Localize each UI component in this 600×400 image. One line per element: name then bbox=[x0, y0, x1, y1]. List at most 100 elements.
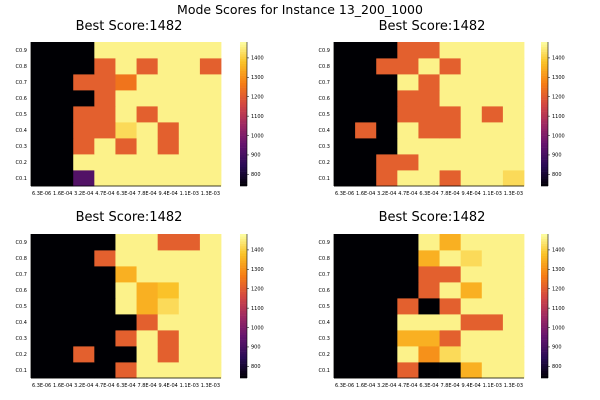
x-tick-label: 3.2E-04 bbox=[74, 383, 93, 389]
colorbar-segment bbox=[541, 250, 548, 254]
heatmap-cell bbox=[355, 154, 377, 171]
colorbar-segment bbox=[240, 68, 247, 72]
heatmap-cell bbox=[115, 90, 137, 107]
heatmap-cell bbox=[418, 266, 440, 283]
heatmap-cell bbox=[460, 234, 483, 251]
heatmap-panel-1: Best Score:1482 6.3E-06 1.6E-04 3.2E-04 4.7E… bbox=[16, 19, 264, 197]
heatmap-cell bbox=[376, 266, 398, 283]
colorbar-segment bbox=[240, 246, 247, 249]
heatmap-cell bbox=[115, 298, 137, 315]
colorbar-segment bbox=[541, 70, 548, 74]
colorbar-segment bbox=[541, 90, 548, 93]
heatmap-cell bbox=[376, 330, 398, 347]
heatmap-cell bbox=[157, 346, 180, 363]
heatmap-cell bbox=[376, 346, 398, 363]
colorbar-segment bbox=[541, 51, 548, 55]
colorbar-segment bbox=[240, 164, 247, 168]
heatmap-cell bbox=[178, 282, 201, 299]
x-tick-label: 6.3E-04 bbox=[116, 383, 135, 389]
heatmap-cell bbox=[460, 346, 483, 363]
colorbar-segment bbox=[240, 356, 247, 360]
colorbar-segment bbox=[240, 291, 247, 295]
heatmap-cell bbox=[502, 42, 525, 59]
colorbar-segment bbox=[240, 306, 247, 309]
colorbar-segment bbox=[541, 128, 548, 132]
colorbar-tick-label: 1100 bbox=[251, 306, 264, 312]
colorbar-segment bbox=[240, 370, 247, 374]
colorbar-segment bbox=[240, 138, 247, 141]
colorbar-tick-label: 1200 bbox=[552, 95, 565, 101]
colorbar-segment bbox=[240, 322, 247, 326]
heatmap-cell bbox=[376, 106, 398, 123]
colorbar-segment bbox=[240, 181, 247, 184]
colorbar-segment bbox=[541, 97, 548, 100]
heatmap-cell bbox=[199, 282, 222, 299]
heatmap-cell bbox=[31, 122, 53, 139]
colorbar-tick-label: 1100 bbox=[251, 114, 264, 120]
heatmap-cell bbox=[355, 314, 377, 331]
heatmap-cell bbox=[355, 74, 377, 91]
colorbar-segment bbox=[240, 171, 247, 175]
x-tick-label: 7.8E-04 bbox=[137, 383, 156, 389]
colorbar-segment bbox=[541, 301, 548, 304]
colorbar-segment bbox=[541, 291, 548, 295]
heatmap-cell bbox=[481, 58, 504, 75]
heatmap-cell bbox=[355, 58, 377, 75]
colorbar-segment bbox=[541, 109, 548, 112]
heatmap-cell bbox=[157, 266, 180, 283]
colorbar-segment bbox=[240, 140, 247, 144]
y-tick-label: C0.4 bbox=[319, 320, 330, 326]
colorbar-segment bbox=[541, 279, 548, 283]
colorbar-segment bbox=[240, 274, 247, 278]
heatmap-cell bbox=[376, 74, 398, 91]
colorbar-segment bbox=[240, 104, 247, 108]
heatmap-cell bbox=[481, 90, 504, 107]
colorbar-segment bbox=[541, 274, 548, 278]
heatmap-cell bbox=[418, 282, 440, 299]
heatmap-cell bbox=[115, 74, 137, 91]
colorbar-segment bbox=[541, 106, 548, 110]
colorbar-segment bbox=[541, 282, 548, 285]
heatmap-cell bbox=[136, 90, 159, 107]
heatmap-cell bbox=[115, 58, 137, 75]
colorbar-segment bbox=[541, 346, 548, 350]
heatmap-cell bbox=[73, 346, 95, 363]
colorbar-tick-label: 1300 bbox=[251, 267, 264, 273]
colorbar-segment bbox=[541, 286, 548, 290]
colorbar-segment bbox=[541, 159, 548, 163]
heatmap-panel-4: Best Score:1482 6.3E-06 1.6E-04 3.2E-04 4.7E… bbox=[319, 210, 565, 389]
y-tick-label: C0.2 bbox=[16, 160, 27, 166]
heatmap-cell bbox=[376, 250, 398, 267]
heatmap-cell bbox=[376, 138, 398, 155]
colorbar-tick-label: 900 bbox=[552, 153, 562, 159]
colorbar-tick-label: 1400 bbox=[552, 56, 565, 62]
heatmap-cell bbox=[397, 234, 419, 251]
heatmap-cell bbox=[178, 298, 201, 315]
heatmap-cell bbox=[178, 234, 201, 251]
heatmap-cell bbox=[481, 362, 504, 379]
heatmap-cell bbox=[136, 122, 159, 139]
heatmap-cell bbox=[115, 106, 137, 123]
x-tick-label: 6.3E-04 bbox=[116, 191, 135, 197]
heatmap-cell bbox=[136, 170, 159, 187]
heatmap-cell bbox=[94, 58, 116, 75]
heatmap-cell bbox=[199, 362, 222, 379]
heatmap-cell bbox=[376, 170, 398, 187]
colorbar-segment bbox=[541, 327, 548, 331]
colorbar-segment bbox=[541, 325, 548, 328]
heatmap-cell bbox=[73, 58, 95, 75]
colorbar-segment bbox=[240, 66, 247, 69]
x-tick-label: 1.6E-04 bbox=[356, 191, 375, 197]
colorbar-segment bbox=[541, 44, 548, 48]
colorbar-segment bbox=[541, 126, 548, 129]
figure-title: Mode Scores for Instance 13_200_1000 bbox=[177, 2, 423, 17]
colorbar-segment bbox=[541, 61, 548, 64]
heatmap-cell bbox=[115, 346, 137, 363]
colorbar-segment bbox=[541, 66, 548, 69]
heatmap-cell bbox=[52, 298, 74, 315]
heatmap-cell bbox=[199, 298, 222, 315]
heatmap-cell bbox=[334, 74, 356, 91]
heatmap-cell bbox=[136, 234, 159, 251]
heatmap-cell bbox=[73, 298, 95, 315]
y-tick-label: C0.4 bbox=[16, 128, 27, 134]
